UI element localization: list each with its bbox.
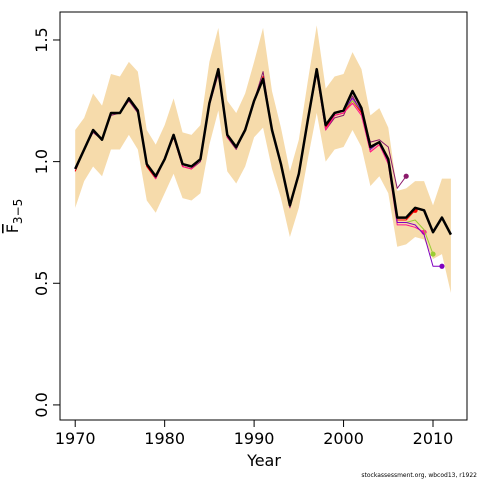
y-axis-label: F3−5 [3, 199, 25, 234]
end-point [439, 263, 445, 269]
x-tick-label: 2000 [323, 429, 364, 448]
y-axis-label-main: F [3, 224, 22, 233]
x-tick-label: 1980 [144, 429, 185, 448]
end-point [430, 251, 436, 257]
y-tick-label: 0.5 [32, 271, 51, 296]
y-axis-label-sub: 3−5 [11, 199, 25, 224]
x-tick-label: 2010 [413, 429, 454, 448]
end-point [403, 173, 409, 179]
series-line [74, 67, 453, 236]
x-axis-label: Year [246, 451, 281, 470]
confidence-band [75, 25, 451, 294]
y-tick-label: 1.0 [32, 149, 51, 174]
footnote: stockassessment.org, wbcod13, r1922 [361, 472, 477, 479]
plot-frame [59, 11, 468, 421]
y-tick-label: 1.5 [32, 27, 51, 52]
x-tick-label: 1970 [55, 429, 96, 448]
y-tick-label: 0.0 [32, 392, 51, 417]
x-tick-label: 1990 [234, 429, 275, 448]
y-axis-label-text: F3−5 [3, 199, 25, 234]
plot-area [74, 25, 453, 294]
